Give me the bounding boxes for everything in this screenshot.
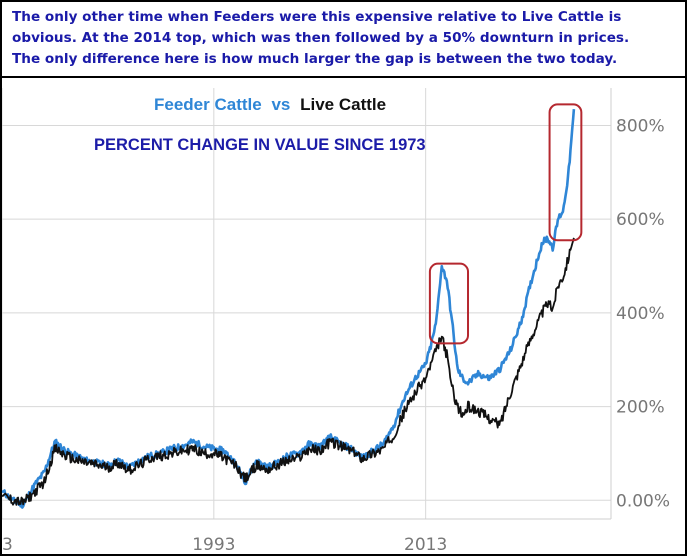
chart-title: Feeder Cattle vs Live Cattle — [154, 95, 386, 114]
y-tick-label: 200% — [616, 398, 665, 418]
y-tick-label: 400% — [616, 304, 665, 324]
x-axis-ticks: 73 1993 2013 — [2, 535, 447, 554]
title-vs: vs — [271, 95, 290, 114]
live-cattle-line — [2, 237, 575, 506]
series-lines — [2, 108, 576, 509]
x-tick-label: 1993 — [192, 535, 235, 554]
y-tick-label: 0.00% — [616, 491, 670, 511]
commentary-header: The only other time when Feeders were th… — [2, 2, 685, 78]
highlight-boxes — [428, 103, 583, 345]
commentary-line-2: obvious. At the 2014 top, which was then… — [12, 30, 630, 46]
feeder-cattle-line — [2, 108, 576, 509]
y-tick-label: 600% — [616, 210, 665, 230]
y-axis-ticks: 0.00% 200% 400% 600% 800% — [616, 116, 670, 511]
x-tick-label: 73 — [2, 535, 13, 554]
highlight-box-2014 — [428, 262, 470, 345]
highlight-box-today — [548, 103, 583, 242]
commentary-line-1: The only other time when Feeders were th… — [12, 9, 622, 25]
title-live: Live Cattle — [300, 95, 386, 114]
commentary-line-3: The only difference here is how much lar… — [12, 51, 618, 67]
y-tick-label: 800% — [616, 116, 665, 136]
line-chart: 0.00% 200% 400% 600% 800% 73 1993 2013 Feeder … — [2, 78, 685, 554]
horizontal-gridlines — [2, 124, 611, 501]
chart-subtitle: PERCENT CHANGE IN VALUE SINCE 1973 — [94, 136, 426, 154]
title-feeder: Feeder Cattle — [154, 95, 262, 114]
x-tick-label: 2013 — [404, 535, 447, 554]
